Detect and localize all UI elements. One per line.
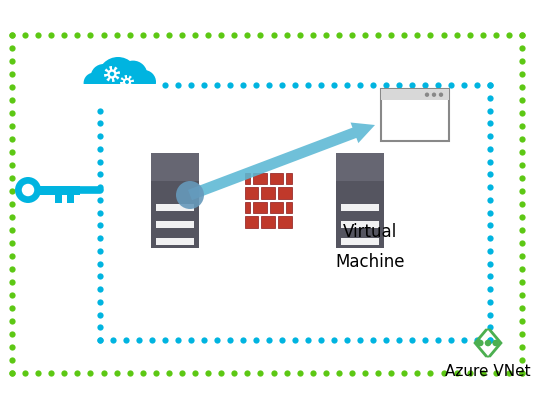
Bar <box>156 221 194 228</box>
Polygon shape <box>104 66 120 82</box>
Bar <box>278 216 292 228</box>
Circle shape <box>125 80 129 84</box>
Circle shape <box>119 60 147 89</box>
Circle shape <box>98 57 138 97</box>
Circle shape <box>439 92 443 97</box>
Circle shape <box>22 184 34 196</box>
Circle shape <box>432 92 436 97</box>
Text: Virtual
Machine: Virtual Machine <box>335 224 405 271</box>
Circle shape <box>91 64 117 90</box>
Text: Azure VNet: Azure VNet <box>445 363 531 378</box>
Bar <box>270 201 283 213</box>
Bar <box>341 221 379 228</box>
Bar <box>261 216 275 228</box>
Bar <box>270 173 283 184</box>
Bar <box>244 216 258 228</box>
Bar <box>156 238 194 245</box>
Bar <box>244 173 250 184</box>
Circle shape <box>111 76 133 98</box>
Bar <box>253 173 266 184</box>
Polygon shape <box>188 122 375 200</box>
Bar <box>261 187 275 199</box>
Bar <box>336 152 384 248</box>
Circle shape <box>84 73 104 93</box>
Bar <box>78 84 158 103</box>
Bar <box>244 201 250 213</box>
Circle shape <box>485 340 491 346</box>
Circle shape <box>15 177 41 203</box>
Bar <box>341 238 379 245</box>
Bar <box>286 201 292 213</box>
Bar <box>253 201 266 213</box>
Polygon shape <box>487 329 503 357</box>
Bar <box>381 89 449 141</box>
Bar <box>67 194 74 203</box>
Polygon shape <box>120 75 134 89</box>
Circle shape <box>492 340 499 346</box>
Bar <box>151 152 199 181</box>
Bar <box>336 152 384 181</box>
Circle shape <box>110 72 114 76</box>
Bar <box>55 194 62 203</box>
Polygon shape <box>473 329 489 357</box>
Circle shape <box>132 70 156 94</box>
Bar <box>278 187 292 199</box>
Bar <box>151 152 199 248</box>
Bar <box>244 187 258 199</box>
Bar <box>381 89 449 100</box>
Bar <box>156 204 194 211</box>
Circle shape <box>425 92 429 97</box>
Circle shape <box>477 340 484 346</box>
Bar <box>286 173 292 184</box>
Bar <box>38 186 80 194</box>
Circle shape <box>176 181 204 209</box>
Bar <box>341 204 379 211</box>
